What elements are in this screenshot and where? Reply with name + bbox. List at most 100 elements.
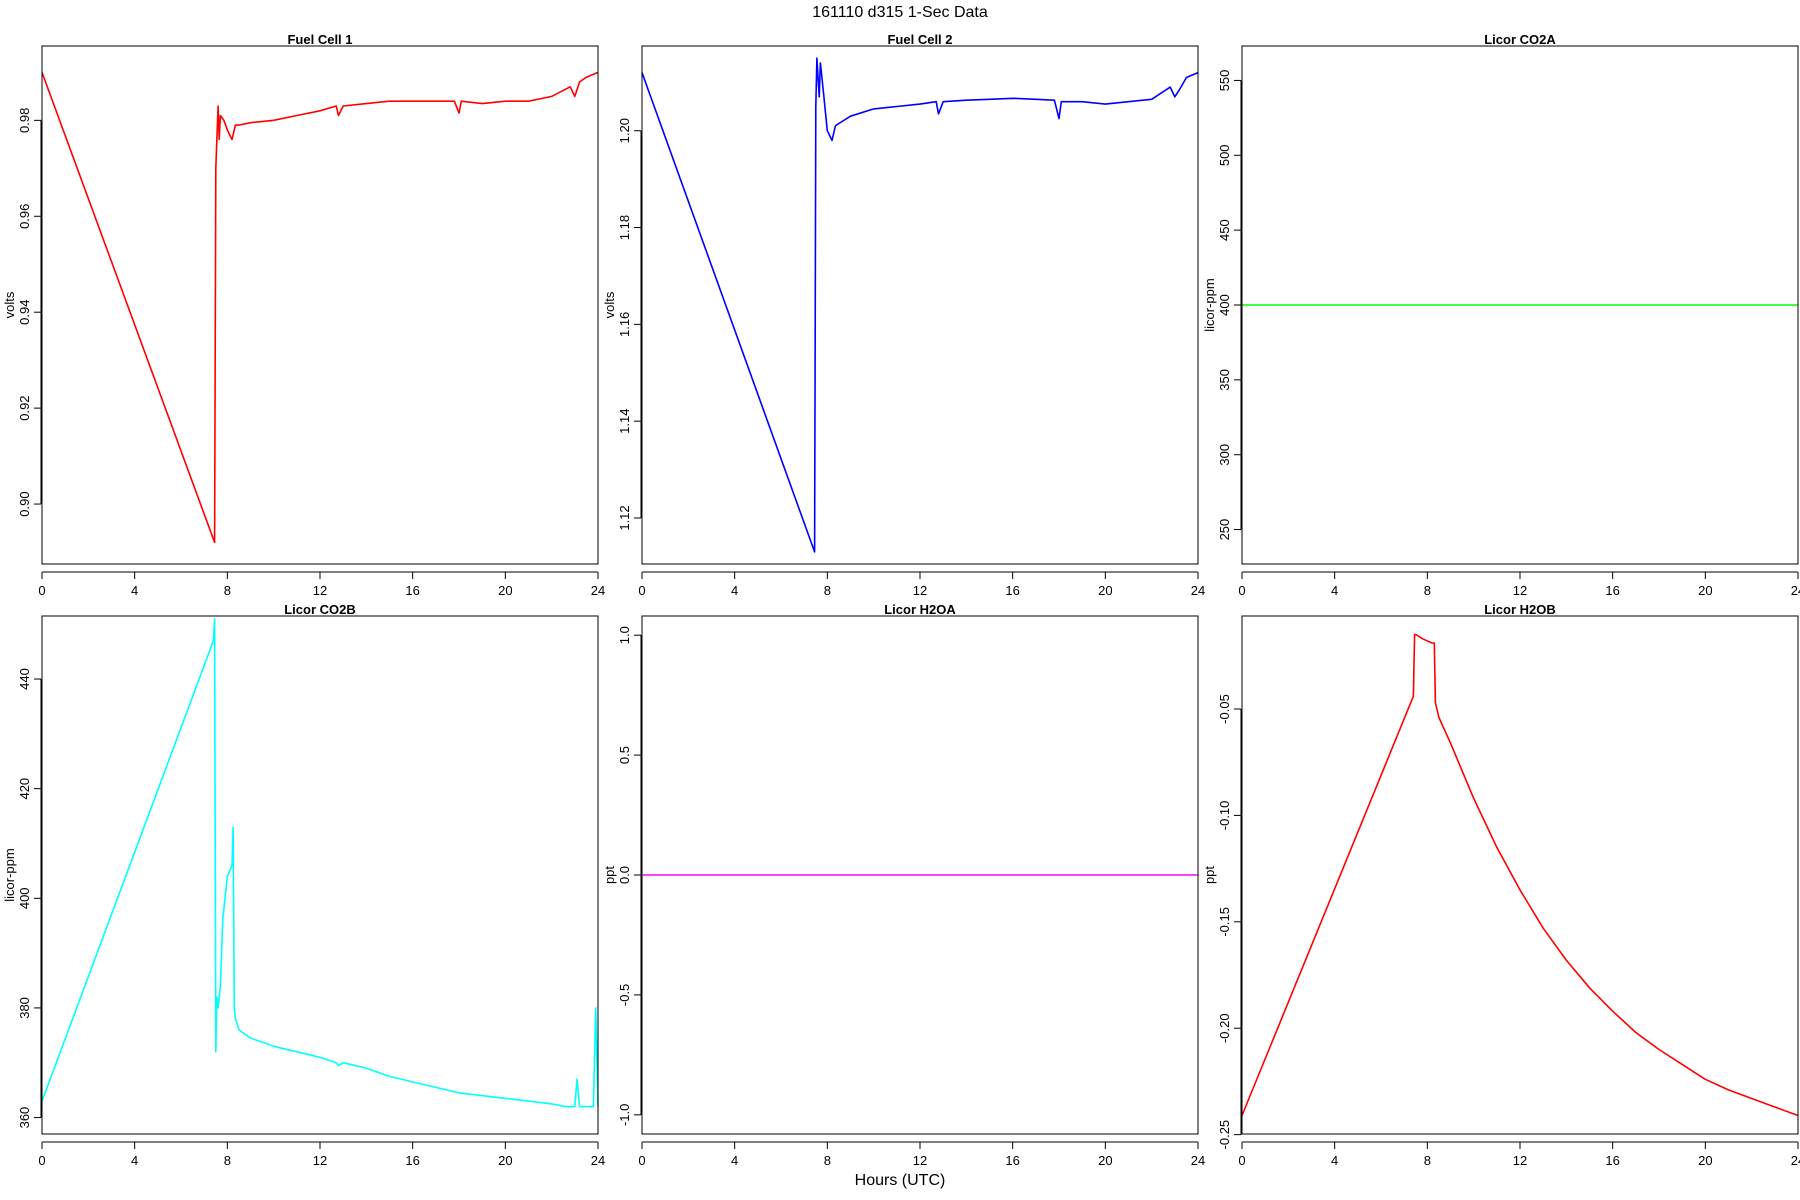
x-tick-label: 12 [913,583,927,598]
chart-svg: Fuel Cell 2 0 4 8 12 16 20 24 1.12 1.14 1.16 1.18 1.… [602,32,1205,598]
y-tick-label: 420 [17,778,32,800]
x-tick-label: 20 [1098,1153,1112,1168]
x-tick-label: 20 [1098,583,1112,598]
x-tick-label: 8 [224,583,231,598]
x-tick-label: 24 [1191,1153,1205,1168]
panel-title: Licor H2OA [884,602,956,617]
y-tick-label: 1.16 [617,312,632,337]
y-tick-label: 250 [1217,519,1232,541]
y-tick-label: 450 [1217,219,1232,241]
plot-frame [1241,45,1799,565]
y-tick-label: -1.0 [617,1104,632,1126]
y-tick-label: 0.96 [17,204,32,229]
y-axis-label: ppt [1202,866,1217,884]
y-tick-label: 380 [17,997,32,1019]
y-axis-label: volts [602,291,617,318]
panel-title: Fuel Cell 1 [287,32,352,47]
x-tick-label: 20 [1698,1153,1712,1168]
x-tick-label: 16 [1605,1153,1619,1168]
x-tick-label: 16 [405,583,419,598]
y-tick-label: -0.05 [1217,694,1232,724]
panel-title: Licor CO2B [284,602,356,617]
x-tick-label: 24 [1791,583,1800,598]
plot-frame [41,615,599,1135]
x-tick-label: 20 [498,583,512,598]
panel-fuel-cell-1: Fuel Cell 1 0 4 8 12 16 20 24 0.90 0.92 0.94 0.96 0.… [0,32,605,604]
y-tick-label: 0.98 [17,108,32,133]
x-tick-label: 12 [913,1153,927,1168]
x-tick-label: 12 [313,1153,327,1168]
x-tick-label: 4 [131,1153,138,1168]
plot-frame [41,45,599,565]
x-tick-label: 16 [405,1153,419,1168]
y-tick-label: -0.15 [1217,907,1232,937]
panel-title: Licor H2OB [1484,602,1556,617]
x-tick-label: 24 [1191,583,1205,598]
y-tick-label: -0.10 [1217,801,1232,831]
x-tick-label: 8 [224,1153,231,1168]
panel-title: Fuel Cell 2 [887,32,952,47]
y-tick-label: 1.18 [617,215,632,240]
panel-licor-co2a: Licor CO2A 0 4 8 12 16 20 24 250 300 350 400 450 500 5… [1200,32,1800,604]
plot-frame [641,615,1199,1135]
x-tick-label: 24 [1791,1153,1800,1168]
x-tick-label: 20 [498,1153,512,1168]
x-tick-label: 4 [131,583,138,598]
x-tick-label: 0 [638,583,645,598]
y-tick-label: -0.5 [617,984,632,1006]
y-tick-label: 350 [1217,369,1232,391]
y-axis-label: ppt [602,866,617,884]
y-tick-label: 360 [17,1107,32,1129]
x-tick-label: 4 [731,583,738,598]
x-tick-label: 8 [824,1153,831,1168]
panel-licor-h2ob: Licor H2OB 0 4 8 12 16 20 24 -0.25 -0.20 -0.15 -0.1… [1200,602,1800,1174]
x-tick-label: 24 [591,583,605,598]
series-line [41,71,599,544]
x-tick-label: 12 [1513,583,1527,598]
x-tick-label: 0 [638,1153,645,1168]
panel-title: Licor CO2A [1484,32,1556,47]
figure-title: 161110 d315 1-Sec Data [812,4,988,21]
panel-licor-h2oa: Licor H2OA 0 4 8 12 16 20 24 -1.0 -0.5 0.0 0.5 1.0 pp… [600,602,1205,1174]
x-tick-label: 8 [824,583,831,598]
y-tick-label: 400 [1217,294,1232,316]
y-tick-label: 550 [1217,70,1232,92]
y-tick-label: 1.20 [617,118,632,143]
x-tick-label: 16 [1005,1153,1019,1168]
series-line [41,617,599,1108]
x-tick-label: 24 [591,1153,605,1168]
panel-fuel-cell-2: Fuel Cell 2 0 4 8 12 16 20 24 1.12 1.14 1.16 1.18 1.… [600,32,1205,604]
y-tick-label: -0.25 [1217,1120,1232,1150]
x-tick-label: 4 [1331,1153,1338,1168]
x-tick-label: 4 [1331,583,1338,598]
x-tick-label: 0 [38,1153,45,1168]
plot-frame [1241,615,1799,1135]
y-tick-label: 440 [17,668,32,690]
x-axis-label: Hours (UTC) [854,1172,946,1189]
chart-svg: Licor CO2A 0 4 8 12 16 20 24 250 300 350 400 450 500 5… [1202,32,1800,598]
x-tick-label: 0 [1238,583,1245,598]
y-tick-label: 0.0 [617,866,632,884]
chart-svg: Licor H2OA 0 4 8 12 16 20 24 -1.0 -0.5 0.0 0.5 1.0 pp… [602,602,1205,1168]
y-tick-label: 0.90 [17,491,32,516]
y-tick-label: -0.20 [1217,1013,1232,1043]
x-tick-label: 0 [38,583,45,598]
chart-svg: Licor CO2B 0 4 8 12 16 20 24 360 380 400 420 440 lico… [2,602,605,1168]
y-tick-label: 1.0 [617,626,632,644]
series-line [641,57,1199,553]
y-axis-label: licor-ppm [2,848,17,901]
y-tick-label: 500 [1217,144,1232,166]
x-tick-label: 20 [1698,583,1712,598]
y-axis-label: licor-ppm [1202,278,1217,331]
chart-svg: Licor H2OB 0 4 8 12 16 20 24 -0.25 -0.20 -0.15 -0.1… [1202,602,1800,1168]
x-tick-label: 4 [731,1153,738,1168]
y-tick-label: 300 [1217,444,1232,466]
y-tick-label: 0.5 [617,746,632,764]
y-tick-label: 1.12 [617,505,632,530]
x-tick-label: 12 [313,583,327,598]
plot-frame [641,45,1199,565]
x-tick-label: 16 [1005,583,1019,598]
x-tick-label: 0 [1238,1153,1245,1168]
series-line [1241,633,1799,1117]
y-axis-label: volts [2,291,17,318]
